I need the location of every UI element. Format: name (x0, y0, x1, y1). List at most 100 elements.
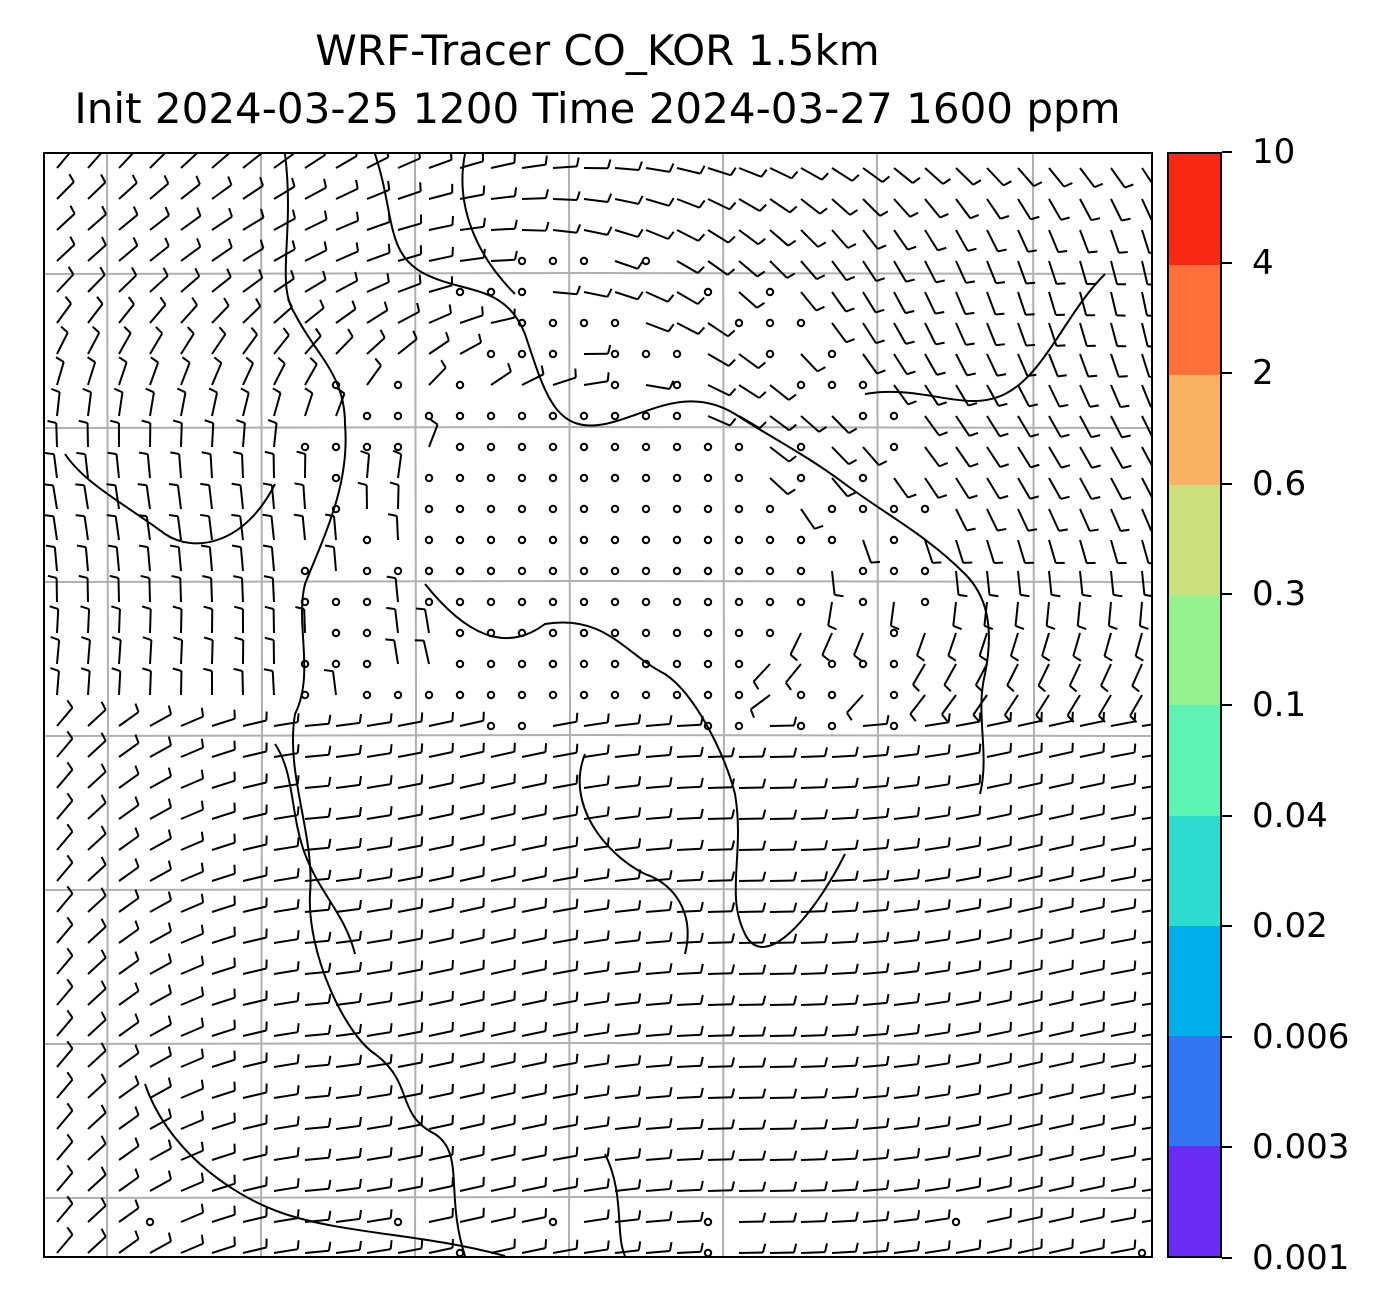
wind-barb (397, 1123, 422, 1130)
wind-barb (1048, 998, 1073, 1006)
wind-barb (180, 808, 204, 820)
wind-barb-feather (847, 491, 857, 498)
wind-barb (1100, 663, 1112, 687)
wind-barb (924, 752, 949, 758)
wind-barb-feather (167, 1077, 172, 1087)
calm-marker (796, 473, 806, 483)
calm-marker (393, 566, 403, 576)
wind-barb (955, 999, 980, 1006)
wind-barb (1068, 663, 1081, 687)
wind-barb (239, 547, 244, 572)
wind-barb-feather (291, 240, 296, 250)
wind-barb (924, 938, 949, 944)
wind-barb-feather (885, 807, 890, 818)
wind-barb (1141, 940, 1151, 944)
wind-barb (521, 875, 546, 882)
wind-barb-feather (481, 306, 484, 316)
calm-marker (641, 256, 651, 266)
wind-barb (490, 370, 512, 386)
wind-barb (831, 1219, 857, 1223)
calm-marker (703, 287, 713, 297)
wind-barb-feather (420, 1115, 424, 1125)
wind-barb-feather (606, 837, 610, 847)
wind-barb-feather (389, 1178, 393, 1188)
wind-barb-feather (420, 743, 424, 753)
wind-barb (1110, 1247, 1135, 1254)
wind-barb-feather (100, 1011, 107, 1021)
wind-barb (366, 907, 391, 913)
wind-barb-feather (851, 174, 860, 182)
wind-barb (304, 970, 329, 975)
wind-barb-feather (134, 1075, 140, 1085)
calm-marker (827, 380, 837, 390)
wind-barb (645, 291, 669, 303)
wind-barb (56, 738, 74, 758)
wind-barb-feather (64, 295, 72, 305)
wind-barb-feather (1060, 216, 1070, 221)
wind-barb (862, 753, 887, 758)
wind-barb-feather (757, 361, 767, 369)
wind-barb-feather (389, 1209, 393, 1219)
wind-barb (52, 485, 58, 510)
wind-barb (1141, 508, 1151, 532)
wind-barb (614, 815, 639, 820)
wind-barb (1079, 291, 1088, 316)
wind-barb (1048, 322, 1058, 347)
wind-barb (1017, 1091, 1042, 1099)
wind-barb (335, 250, 359, 262)
wind-barb (1017, 1246, 1042, 1254)
wind-barb-feather (358, 744, 362, 755)
wind-barb (149, 1085, 172, 1099)
wind-barb (645, 1064, 671, 1068)
wind-barb-feather (67, 266, 75, 275)
wind-barb (56, 361, 65, 386)
wind-barb (490, 781, 515, 789)
wind-barb (769, 910, 795, 913)
wind-barb (1141, 384, 1151, 408)
wind-barb-feather (1133, 1239, 1137, 1249)
wind-barb (986, 539, 995, 564)
wind-barb (304, 1218, 329, 1223)
wind-barb (1017, 905, 1042, 913)
wind-barb-feather (200, 1079, 205, 1089)
wind-barb (1110, 539, 1119, 564)
wind-barb (118, 213, 139, 231)
wind-barb-feather (606, 288, 613, 298)
wind-barb (676, 971, 702, 975)
wind-barb (614, 1094, 639, 1099)
colorbar-segment (1169, 154, 1220, 265)
wind-barb (955, 260, 967, 284)
wind-barb-feather (1088, 250, 1098, 254)
wind-barb-feather (100, 1073, 107, 1083)
wind-barb-feather (66, 823, 74, 833)
wind-barb-feather (1135, 655, 1144, 662)
wind-barb (769, 817, 795, 820)
wind-barb-feather (200, 482, 210, 487)
wind-barb (614, 229, 639, 238)
wind-barb (115, 547, 120, 572)
wind-barb (614, 260, 639, 270)
wind-barb (1110, 167, 1126, 189)
wind-barb-feather (875, 277, 886, 283)
wind-barb (56, 212, 76, 231)
wind-barb-feather (322, 270, 327, 280)
wind-barb-feather (965, 280, 976, 284)
wind-barb-feather (854, 1211, 859, 1221)
wind-barb (397, 937, 422, 944)
wind-barb-feather (699, 963, 704, 973)
wind-barb-feather (637, 714, 642, 724)
wind-barb-feather (1133, 1146, 1137, 1156)
wind-barb-feather (575, 836, 579, 846)
wind-barb-feather (916, 993, 921, 1003)
wind-barb (118, 742, 140, 758)
wind-barb-feather (100, 918, 107, 928)
wind-barb (242, 1215, 267, 1223)
wind-barb (614, 1156, 639, 1161)
wind-barb (242, 1029, 267, 1037)
wind-barb (56, 955, 74, 975)
wind-barb-feather (731, 1119, 736, 1129)
wind-barb (240, 577, 244, 603)
wind-barb (56, 1017, 74, 1037)
wind-barb-feather (668, 777, 673, 787)
wind-barb-feather (168, 514, 179, 518)
